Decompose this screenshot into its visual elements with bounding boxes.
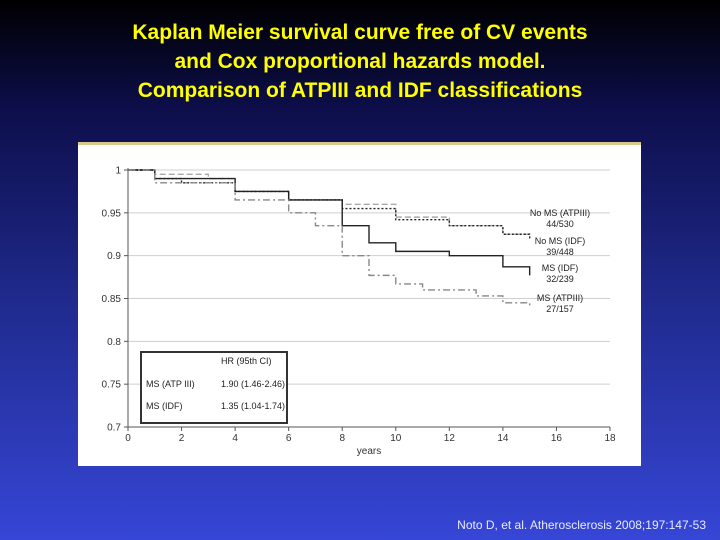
y-tick-label: 0.9	[107, 251, 121, 262]
series-count-label: 44/530	[546, 219, 574, 229]
hr-table-header: HR (95th CI)	[221, 356, 272, 366]
x-tick-label: 0	[125, 433, 131, 444]
series-name-label: No MS (IDF)	[535, 236, 586, 246]
x-tick-label: 8	[339, 433, 345, 444]
x-axis-label: years	[357, 446, 381, 457]
citation: Noto D, et al. Atherosclerosis 2008;197:…	[457, 518, 706, 532]
title-line-2: and Cox proportional hazards model.	[174, 50, 546, 73]
x-tick-label: 4	[232, 433, 238, 444]
y-tick-label: 0.95	[102, 208, 122, 219]
slide-title: Kaplan Meier survival curve free of CV e…	[0, 18, 720, 105]
series-line	[128, 169, 531, 308]
x-tick-label: 18	[604, 433, 616, 444]
y-tick-label: 0.7	[107, 423, 121, 434]
x-tick-label: 16	[551, 433, 563, 444]
y-tick-label: 1	[115, 166, 121, 177]
hr-table-row-value: 1.90 (1.46-2.46)	[221, 379, 285, 389]
chart-panel: 0.7 0.75 0.8 0.85 0.9 0.95 1 0 2 4 6 8 10 12 14 16 18 yea…	[78, 142, 641, 466]
series-name-label: MS (ATPIII)	[537, 293, 583, 303]
title-line-3: Comparison of ATPIII and IDF classificat…	[137, 79, 583, 102]
x-tick-label: 2	[179, 433, 185, 444]
y-tick-label: 0.75	[102, 380, 122, 391]
hr-table-box	[140, 351, 288, 424]
series-line	[128, 169, 531, 239]
x-tick-label: 12	[444, 433, 456, 444]
x-tick-label: 10	[390, 433, 402, 444]
series-name-label: MS (IDF)	[542, 263, 579, 273]
title-line-1: Kaplan Meier survival curve free of CV e…	[132, 21, 588, 44]
series-count-label: 27/157	[546, 304, 574, 314]
hr-table-row-value: 1.35 (1.04-1.74)	[221, 401, 285, 411]
y-tick-label: 0.8	[107, 337, 121, 348]
hr-table-row-label: MS (ATP III)	[146, 379, 195, 389]
series-count-label: 32/239	[546, 274, 574, 284]
x-tick-label: 6	[286, 433, 292, 444]
series-count-label: 39/448	[546, 247, 574, 257]
series-line	[128, 169, 531, 237]
series-name-label: No MS (ATPIII)	[530, 208, 590, 218]
hr-table-row-label: MS (IDF)	[146, 401, 183, 411]
x-tick-label: 14	[497, 433, 509, 444]
y-tick-label: 0.85	[102, 294, 122, 305]
series-line	[128, 169, 531, 276]
